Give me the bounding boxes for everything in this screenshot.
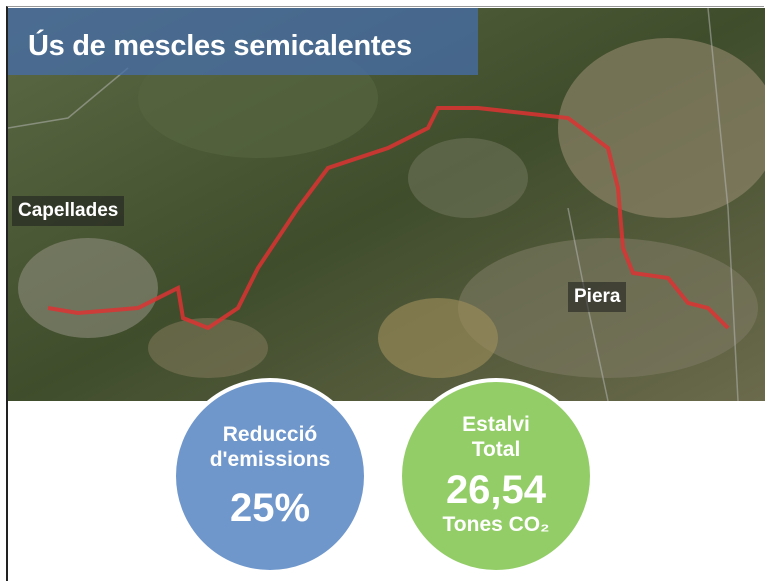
slide: Ús de mescles semicalentes Capellades Pi… <box>0 0 770 585</box>
frame <box>6 6 764 581</box>
